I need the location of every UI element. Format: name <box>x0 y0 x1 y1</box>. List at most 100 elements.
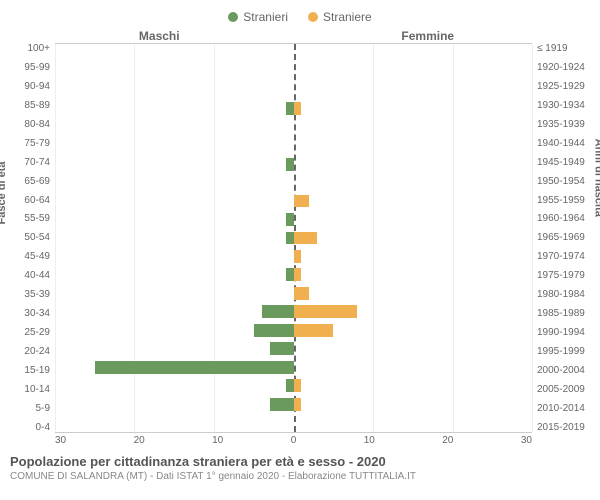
bar-row <box>55 192 532 210</box>
birth-year-label: 1940-1944 <box>537 138 590 149</box>
birth-year-label: 1935-1939 <box>537 119 590 130</box>
chart-headers: Maschi Femmine <box>10 29 590 43</box>
x-tick-label: 0 <box>291 435 297 446</box>
bar-row <box>55 284 532 302</box>
chart-legend: Stranieri Straniere <box>10 10 590 24</box>
birth-year-label: 1930-1934 <box>537 100 590 111</box>
bar-female <box>294 398 302 411</box>
birth-year-label: 1965-1969 <box>537 232 590 243</box>
y-axis-birth-years: ≤ 1919 1920-1924 1925-1929 1930-1934 1935-19… <box>532 43 590 433</box>
x-tick-label: 20 <box>134 435 145 446</box>
age-group-label: 95-99 <box>10 62 50 73</box>
age-group-label: 90-94 <box>10 81 50 92</box>
age-group-label: 50-54 <box>10 232 50 243</box>
bar-row <box>55 414 532 432</box>
bar-female <box>294 324 334 337</box>
bar-row <box>55 395 532 413</box>
bar-female <box>294 250 302 263</box>
birth-year-label: 2010-2014 <box>537 403 590 414</box>
legend-dot-female <box>308 12 318 22</box>
bar-row <box>55 118 532 136</box>
age-group-label: 45-49 <box>10 251 50 262</box>
birth-year-label: 2000-2004 <box>537 365 590 376</box>
birth-year-label: 1955-1959 <box>537 195 590 206</box>
chart-plot-area: 100+ 95-99 90-94 85-89 80-84 75-79 70-74 65-69 6… <box>10 43 590 433</box>
birth-year-label: 1945-1949 <box>537 157 590 168</box>
age-group-label: 75-79 <box>10 138 50 149</box>
footer-title: Popolazione per cittadinanza straniera p… <box>10 454 590 469</box>
footer-subtitle: COMUNE DI SALANDRA (MT) - Dati ISTAT 1° … <box>10 471 590 482</box>
bar-row <box>55 247 532 265</box>
birth-year-label: 1920-1924 <box>537 62 590 73</box>
age-group-label: 60-64 <box>10 195 50 206</box>
y-axis-age-groups: 100+ 95-99 90-94 85-89 80-84 75-79 70-74 65-69 6… <box>10 43 55 433</box>
birth-year-label: 1925-1929 <box>537 81 590 92</box>
x-tick-label: 30 <box>55 435 66 446</box>
bar-row <box>55 210 532 228</box>
age-group-label: 15-19 <box>10 365 50 376</box>
bar-row <box>55 321 532 339</box>
legend-item-female: Straniere <box>308 10 372 24</box>
age-group-label: 40-44 <box>10 270 50 281</box>
birth-year-label: 2005-2009 <box>537 384 590 395</box>
x-tick-label: 10 <box>364 435 375 446</box>
bar-male <box>286 232 294 245</box>
bar-female <box>294 195 310 208</box>
birth-year-label: 1960-1964 <box>537 213 590 224</box>
bar-male <box>286 379 294 392</box>
bar-female <box>294 287 310 300</box>
header-male: Maschi <box>55 29 294 43</box>
age-group-label: 25-29 <box>10 327 50 338</box>
bar-male <box>286 158 294 171</box>
header-female: Femmine <box>294 29 533 43</box>
x-tick-label: 10 <box>212 435 223 446</box>
x-axis-ticks: 30 20 10 0 10 20 30 <box>55 435 532 446</box>
age-group-label: 80-84 <box>10 119 50 130</box>
plot-area <box>55 43 532 433</box>
birth-year-label: ≤ 1919 <box>537 43 590 54</box>
bar-row <box>55 81 532 99</box>
bar-row <box>55 377 532 395</box>
age-group-label: 20-24 <box>10 346 50 357</box>
age-group-label: 30-34 <box>10 308 50 319</box>
bar-row <box>55 266 532 284</box>
birth-year-label: 1990-1994 <box>537 327 590 338</box>
age-group-label: 5-9 <box>10 403 50 414</box>
y-axis-label-right: Anni di nascita <box>592 139 600 217</box>
age-group-label: 85-89 <box>10 100 50 111</box>
bar-male <box>286 268 294 281</box>
bar-row <box>55 340 532 358</box>
chart-footer: Popolazione per cittadinanza straniera p… <box>10 454 590 482</box>
age-group-label: 65-69 <box>10 176 50 187</box>
birth-year-label: 1980-1984 <box>537 289 590 300</box>
bar-row <box>55 303 532 321</box>
population-pyramid-chart: Stranieri Straniere Maschi Femmine Fasce… <box>0 0 600 500</box>
bar-row <box>55 44 532 62</box>
bar-male <box>286 102 294 115</box>
legend-item-male: Stranieri <box>228 10 288 24</box>
age-group-label: 100+ <box>10 43 50 54</box>
bar-female <box>294 102 302 115</box>
bar-female <box>294 379 302 392</box>
bar-male <box>95 361 294 374</box>
bar-female <box>294 268 302 281</box>
x-tick-label: 20 <box>442 435 453 446</box>
age-group-label: 70-74 <box>10 157 50 168</box>
grid-line <box>532 44 533 432</box>
bar-row <box>55 62 532 80</box>
legend-label-female: Straniere <box>323 10 372 24</box>
legend-label-male: Stranieri <box>243 10 288 24</box>
birth-year-label: 1995-1999 <box>537 346 590 357</box>
age-group-label: 55-59 <box>10 213 50 224</box>
bar-female <box>294 232 318 245</box>
bar-row <box>55 136 532 154</box>
birth-year-label: 1950-1954 <box>537 176 590 187</box>
bar-male <box>270 342 294 355</box>
bar-male <box>254 324 294 337</box>
y-axis-label-left: Fasce di età <box>0 162 8 225</box>
bar-row <box>55 358 532 376</box>
age-group-label: 0-4 <box>10 422 50 433</box>
age-group-label: 10-14 <box>10 384 50 395</box>
bar-row <box>55 155 532 173</box>
x-tick-label: 30 <box>521 435 532 446</box>
